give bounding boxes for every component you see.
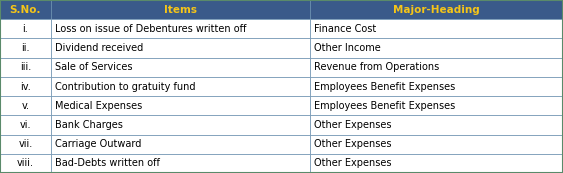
Text: Medical Expenses: Medical Expenses xyxy=(55,101,142,111)
Bar xyxy=(51,58,310,77)
Bar xyxy=(0,0,51,19)
Text: Other Expenses: Other Expenses xyxy=(314,158,392,168)
Text: Dividend received: Dividend received xyxy=(55,43,144,53)
Bar xyxy=(0,58,51,77)
Bar xyxy=(310,58,563,77)
Bar xyxy=(310,135,563,154)
Text: Sale of Services: Sale of Services xyxy=(55,62,133,72)
Text: viii.: viii. xyxy=(17,158,34,168)
Text: vi.: vi. xyxy=(20,120,31,130)
Text: Bank Charges: Bank Charges xyxy=(55,120,123,130)
Bar xyxy=(310,154,563,173)
Bar xyxy=(310,38,563,58)
Bar xyxy=(51,115,310,135)
Bar xyxy=(310,115,563,135)
Bar xyxy=(0,115,51,135)
Bar xyxy=(0,19,51,38)
Text: Other Expenses: Other Expenses xyxy=(314,139,392,149)
Text: Major-Heading: Major-Heading xyxy=(393,5,480,15)
Bar xyxy=(310,0,563,19)
Text: Bad-Debts written off: Bad-Debts written off xyxy=(55,158,160,168)
Text: Employees Benefit Expenses: Employees Benefit Expenses xyxy=(314,81,455,92)
Bar xyxy=(51,135,310,154)
Text: Loss on issue of Debentures written off: Loss on issue of Debentures written off xyxy=(55,24,247,34)
Bar xyxy=(51,38,310,58)
Bar xyxy=(51,19,310,38)
Bar xyxy=(310,77,563,96)
Bar xyxy=(0,154,51,173)
Text: Revenue from Operations: Revenue from Operations xyxy=(314,62,439,72)
Bar xyxy=(51,154,310,173)
Text: Contribution to gratuity fund: Contribution to gratuity fund xyxy=(55,81,196,92)
Text: iv.: iv. xyxy=(20,81,31,92)
Bar xyxy=(51,0,310,19)
Text: iii.: iii. xyxy=(20,62,31,72)
Text: v.: v. xyxy=(21,101,29,111)
Text: Carriage Outward: Carriage Outward xyxy=(55,139,141,149)
Text: Finance Cost: Finance Cost xyxy=(314,24,377,34)
Bar xyxy=(51,96,310,115)
Bar xyxy=(51,77,310,96)
Text: i.: i. xyxy=(23,24,28,34)
Text: Other Expenses: Other Expenses xyxy=(314,120,392,130)
Bar xyxy=(0,38,51,58)
Text: S.No.: S.No. xyxy=(10,5,41,15)
Text: Other Income: Other Income xyxy=(314,43,381,53)
Text: ii.: ii. xyxy=(21,43,30,53)
Text: Items: Items xyxy=(164,5,196,15)
Bar xyxy=(0,135,51,154)
Text: vii.: vii. xyxy=(18,139,33,149)
Bar xyxy=(0,77,51,96)
Bar xyxy=(0,96,51,115)
Bar xyxy=(310,96,563,115)
Bar xyxy=(310,19,563,38)
Text: Employees Benefit Expenses: Employees Benefit Expenses xyxy=(314,101,455,111)
